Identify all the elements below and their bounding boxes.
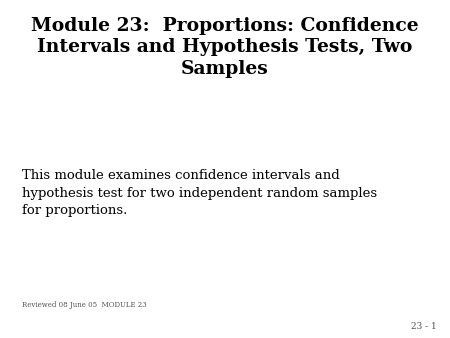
Text: 23 - 1: 23 - 1 [411,322,436,331]
Text: Module 23:  Proportions: Confidence
Intervals and Hypothesis Tests, Two
Samples: Module 23: Proportions: Confidence Inter… [31,17,419,78]
Text: This module examines confidence intervals and
hypothesis test for two independen: This module examines confidence interval… [22,169,378,217]
Text: Reviewed 08 June 05  MODULE 23: Reviewed 08 June 05 MODULE 23 [22,301,147,309]
